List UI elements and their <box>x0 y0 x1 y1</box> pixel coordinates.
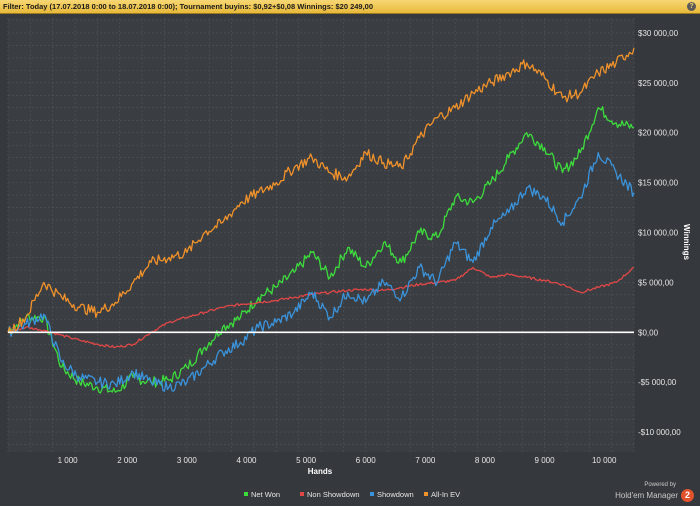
legend-swatch <box>424 492 428 496</box>
x-tick-label: 5 000 <box>296 456 317 465</box>
x-axis-ticks: 1 000 2 000 3 000 4 000 5 000 6 000 7 000 8 000… <box>58 456 617 465</box>
legend-label: Non Showdown <box>307 490 360 499</box>
x-tick-label: 1 000 <box>58 456 79 465</box>
series-line-showdown <box>7 152 635 392</box>
y-tick-label: $10 000,00 <box>638 229 679 238</box>
y-tick-label: $5 000,00 <box>638 278 674 287</box>
chart-grid <box>7 18 635 452</box>
legend-label: Net Won <box>251 490 280 499</box>
filter-text: Filter: Today (17.07.2018 0:00 to 18.07.… <box>3 2 374 11</box>
product-name: Hold'em Manager <box>615 490 678 500</box>
y-tick-label: $0,00 <box>638 328 659 337</box>
x-tick-label: 9 000 <box>535 456 556 465</box>
series-line-all-in-ev <box>7 47 635 334</box>
legend-swatch <box>244 492 248 496</box>
x-tick-label: 3 000 <box>177 456 198 465</box>
chart-legend: Net Won Non Showdown Showdown All-In EV <box>244 490 460 499</box>
legend-item[interactable]: Net Won <box>244 490 280 499</box>
x-tick-label: 7 000 <box>415 456 436 465</box>
x-tick-label: 6 000 <box>356 456 377 465</box>
series-line-net-won <box>7 106 634 394</box>
help-icon[interactable]: ? <box>687 2 696 11</box>
x-tick-label: 8 000 <box>475 456 496 465</box>
legend-swatch <box>300 492 304 496</box>
y-tick-label: -$10 000,00 <box>638 428 681 437</box>
legend-label: Showdown <box>377 490 414 499</box>
series-line-non-showdown <box>7 266 635 349</box>
powered-by-branding: Powered by Hold'em Manager 2 <box>615 482 694 502</box>
y-tick-label: -$5 000,00 <box>638 378 677 387</box>
legend-swatch <box>370 492 374 496</box>
y-tick-label: $15 000,00 <box>638 179 679 188</box>
filter-bar: Filter: Today (17.07.2018 0:00 to 18.07.… <box>0 0 700 14</box>
powered-by-text: Powered by <box>644 482 676 488</box>
y-tick-label: $20 000,00 <box>638 129 679 138</box>
hm2-logo-icon: 2 <box>681 489 694 502</box>
legend-item[interactable]: Non Showdown <box>300 490 360 499</box>
x-axis-title: Hands <box>308 467 333 476</box>
y-axis-ticks: -$10 000,00 -$5 000,00 $0,00 $5 000,00 $10 0… <box>638 29 681 437</box>
legend-item[interactable]: Showdown <box>370 490 414 499</box>
x-tick-label: 10 000 <box>592 456 617 465</box>
y-axis-title: Winnings <box>682 224 691 260</box>
legend-label: All-In EV <box>431 490 460 499</box>
y-tick-label: $25 000,00 <box>638 79 679 88</box>
y-tick-label: $30 000,00 <box>638 29 679 38</box>
chart-series-group <box>7 47 635 394</box>
x-tick-label: 4 000 <box>236 456 257 465</box>
legend-item[interactable]: All-In EV <box>424 490 460 499</box>
x-tick-label: 2 000 <box>117 456 138 465</box>
